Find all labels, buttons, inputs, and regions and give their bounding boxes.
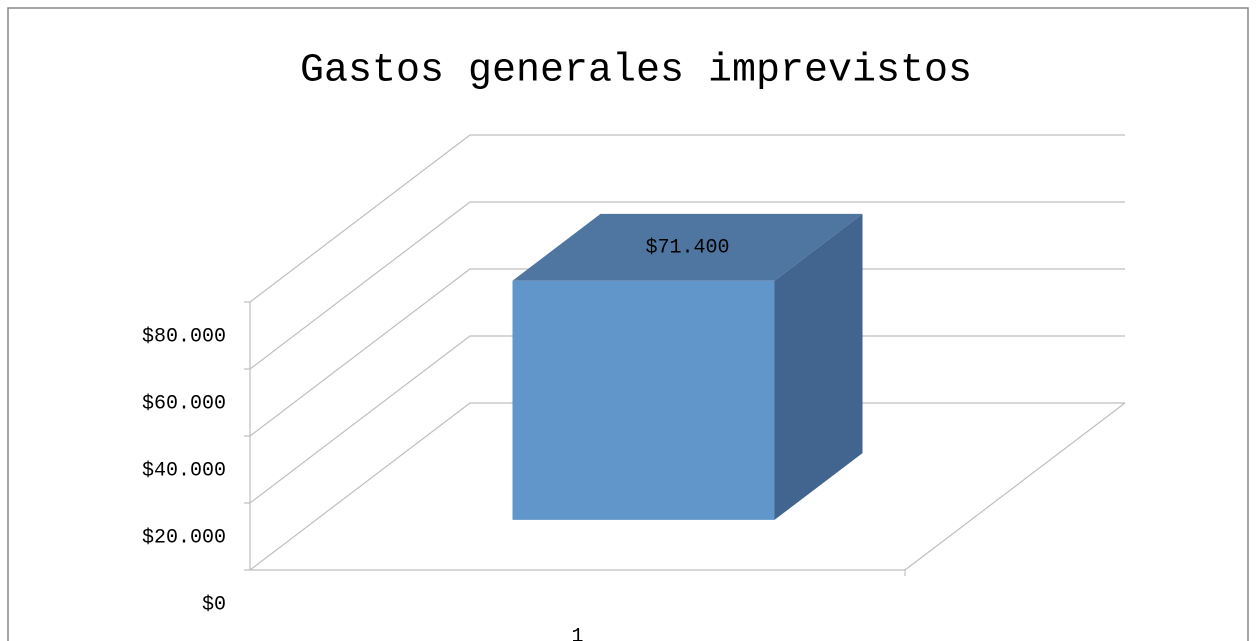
grid-line <box>249 335 1125 504</box>
y-tick-label: $0 <box>202 593 226 616</box>
grid-line <box>249 134 1125 303</box>
grid-line <box>249 268 1125 437</box>
grid-line <box>249 402 1125 571</box>
y-tick-label: $60.000 <box>142 392 226 415</box>
grid-line <box>249 201 1125 370</box>
bar-top <box>512 213 863 281</box>
chart-title: Gastos generales imprevistos <box>300 49 972 94</box>
x-tick-label: 1 <box>571 625 583 641</box>
bar-side <box>774 213 863 520</box>
y-tick-label: $20.000 <box>142 526 226 549</box>
y-tick-label: $80.000 <box>142 325 226 348</box>
y-tick-label: $40.000 <box>142 459 226 482</box>
bar-front <box>512 280 775 520</box>
data-label: $71.400 <box>645 237 729 260</box>
